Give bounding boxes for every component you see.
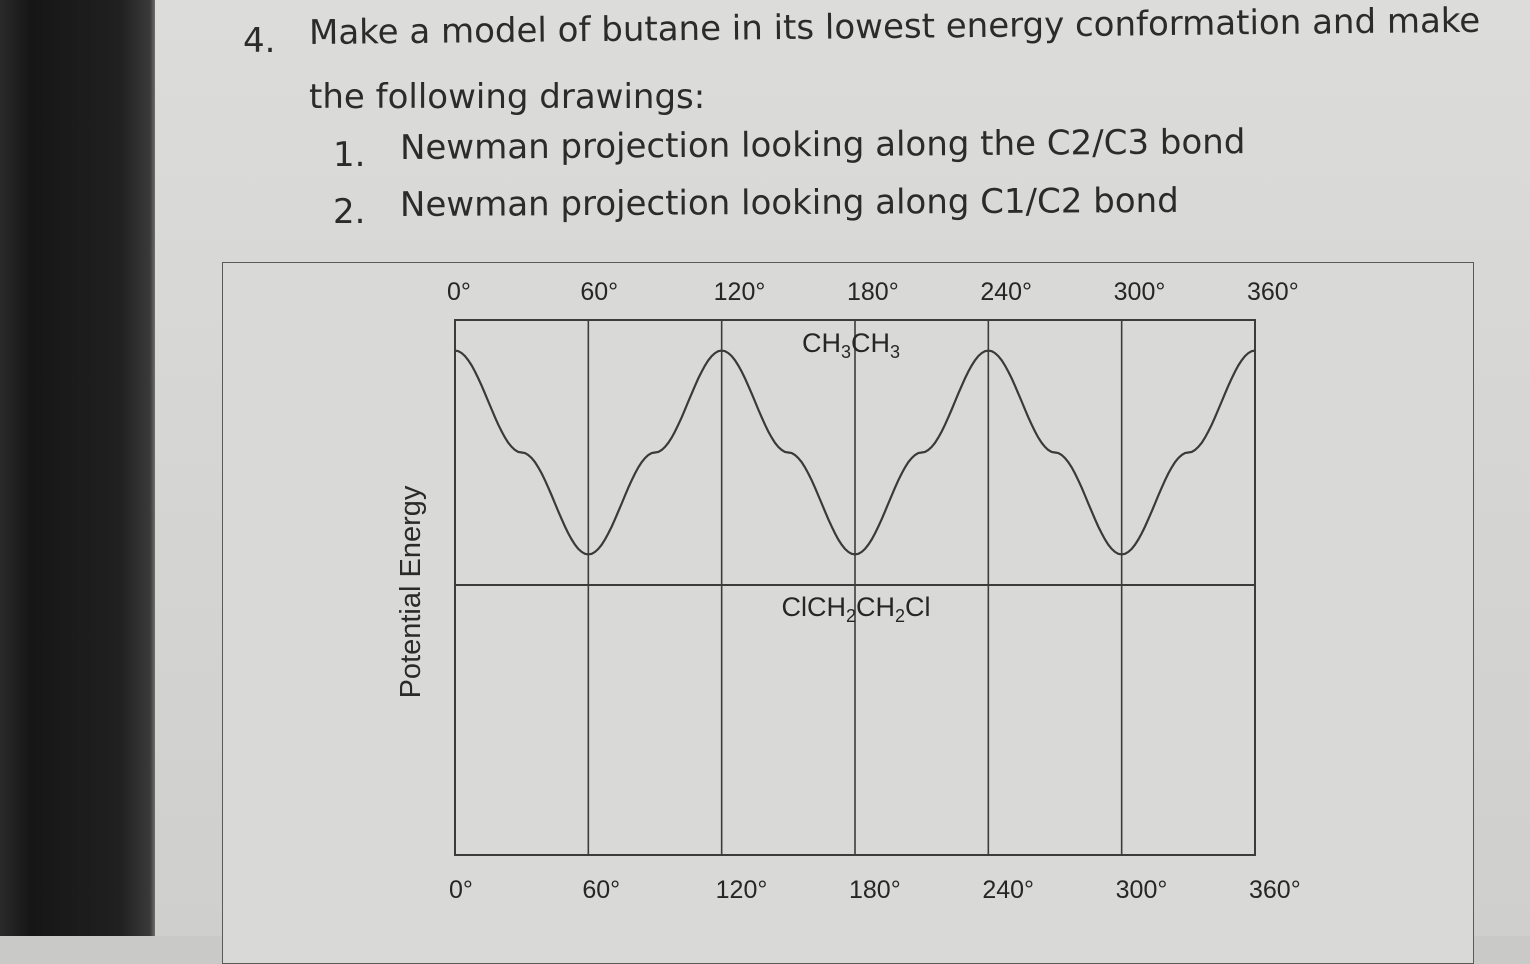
energy-diagram-chart: 0° 60° 120° 180° 240° 300° 360° 0° 60° 120° 180° 24… — [0, 0, 1530, 936]
top-tick-label: 180° — [847, 278, 899, 306]
subscript: 3 — [841, 342, 851, 362]
formula-part: CH — [851, 328, 890, 358]
bottom-tick-label: 300° — [1116, 876, 1168, 904]
chart-ticks: 0° 60° 120° 180° 240° 300° 360° 0° 60° 120° 180° 24… — [447, 278, 1301, 904]
formula-part: CH — [856, 592, 895, 622]
formula-part: ClCH — [781, 592, 846, 622]
bottom-tick-label: 0° — [449, 876, 473, 904]
subscript: 3 — [890, 342, 900, 362]
top-tick-label: 300° — [1114, 278, 1166, 306]
subscript: 2 — [846, 606, 856, 626]
top-tick-label: 0° — [447, 278, 471, 306]
bottom-tick-label: 180° — [849, 876, 901, 904]
molecule-label-panel-1: CH3CH3 — [802, 328, 900, 362]
molecule-label-panel-2: ClCH2CH2Cl — [781, 592, 930, 626]
y-axis-label: Potential Energy — [395, 485, 427, 698]
bottom-tick-label: 240° — [982, 876, 1034, 904]
top-tick-label: 60° — [580, 278, 618, 306]
top-tick-label: 240° — [980, 278, 1032, 306]
bottom-tick-label: 120° — [716, 876, 768, 904]
formula-part: Cl — [905, 592, 931, 622]
top-tick-label: 120° — [714, 278, 766, 306]
top-tick-label: 360° — [1247, 278, 1299, 306]
bottom-tick-label: 60° — [582, 876, 620, 904]
chart-grid — [455, 320, 1255, 855]
subscript: 2 — [895, 606, 905, 626]
formula-part: CH — [802, 328, 841, 358]
bottom-tick-label: 360° — [1249, 876, 1301, 904]
